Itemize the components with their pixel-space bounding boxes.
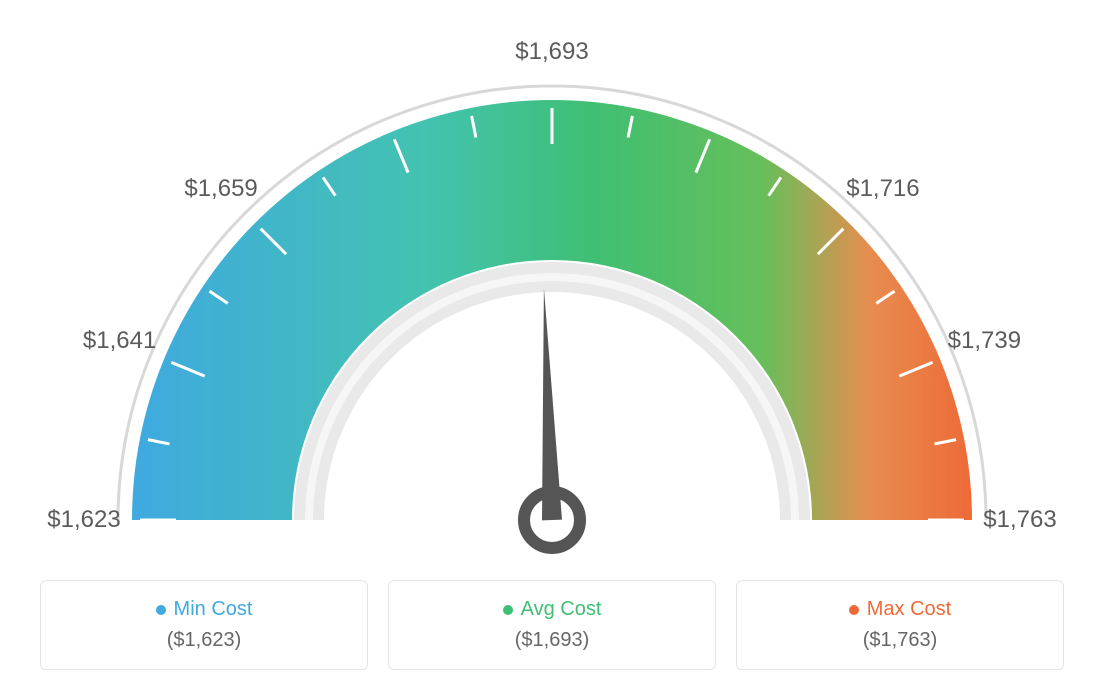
avg-cost-header: Avg Cost — [503, 598, 602, 621]
max-cost-value: ($1,763) — [863, 629, 938, 652]
avg-cost-card: Avg Cost ($1,693) — [388, 580, 716, 670]
gauge-tick-label: $1,716 — [846, 175, 919, 203]
max-cost-card: Max Cost ($1,763) — [736, 580, 1064, 670]
min-cost-header: Min Cost — [156, 598, 253, 621]
gauge-tick-label: $1,693 — [515, 38, 588, 66]
avg-cost-label: Avg Cost — [521, 598, 602, 621]
min-cost-card: Min Cost ($1,623) — [40, 580, 368, 670]
avg-cost-value: ($1,693) — [515, 629, 590, 652]
max-cost-dot — [849, 605, 859, 615]
min-cost-value: ($1,623) — [167, 629, 242, 652]
gauge-needle — [542, 288, 562, 520]
gauge-tick-label: $1,659 — [184, 175, 257, 203]
min-cost-dot — [156, 605, 166, 615]
max-cost-label: Max Cost — [867, 598, 951, 621]
gauge-tick-label: $1,739 — [948, 327, 1021, 355]
gauge-tick-label: $1,641 — [83, 327, 156, 355]
summary-cards: Min Cost ($1,623) Avg Cost ($1,693) Max … — [40, 580, 1064, 670]
gauge-tick-label: $1,623 — [47, 506, 120, 534]
avg-cost-dot — [503, 605, 513, 615]
max-cost-header: Max Cost — [849, 598, 951, 621]
gauge-area: $1,623 $1,641 $1,659 $1,693 $1,716 $1,739 $1,7… — [0, 0, 1104, 560]
gauge-svg — [0, 0, 1104, 560]
gauge-tick-label: $1,763 — [983, 506, 1056, 534]
min-cost-label: Min Cost — [174, 598, 253, 621]
gauge-chart-root: $1,623 $1,641 $1,659 $1,693 $1,716 $1,739 $1,7… — [0, 0, 1104, 690]
